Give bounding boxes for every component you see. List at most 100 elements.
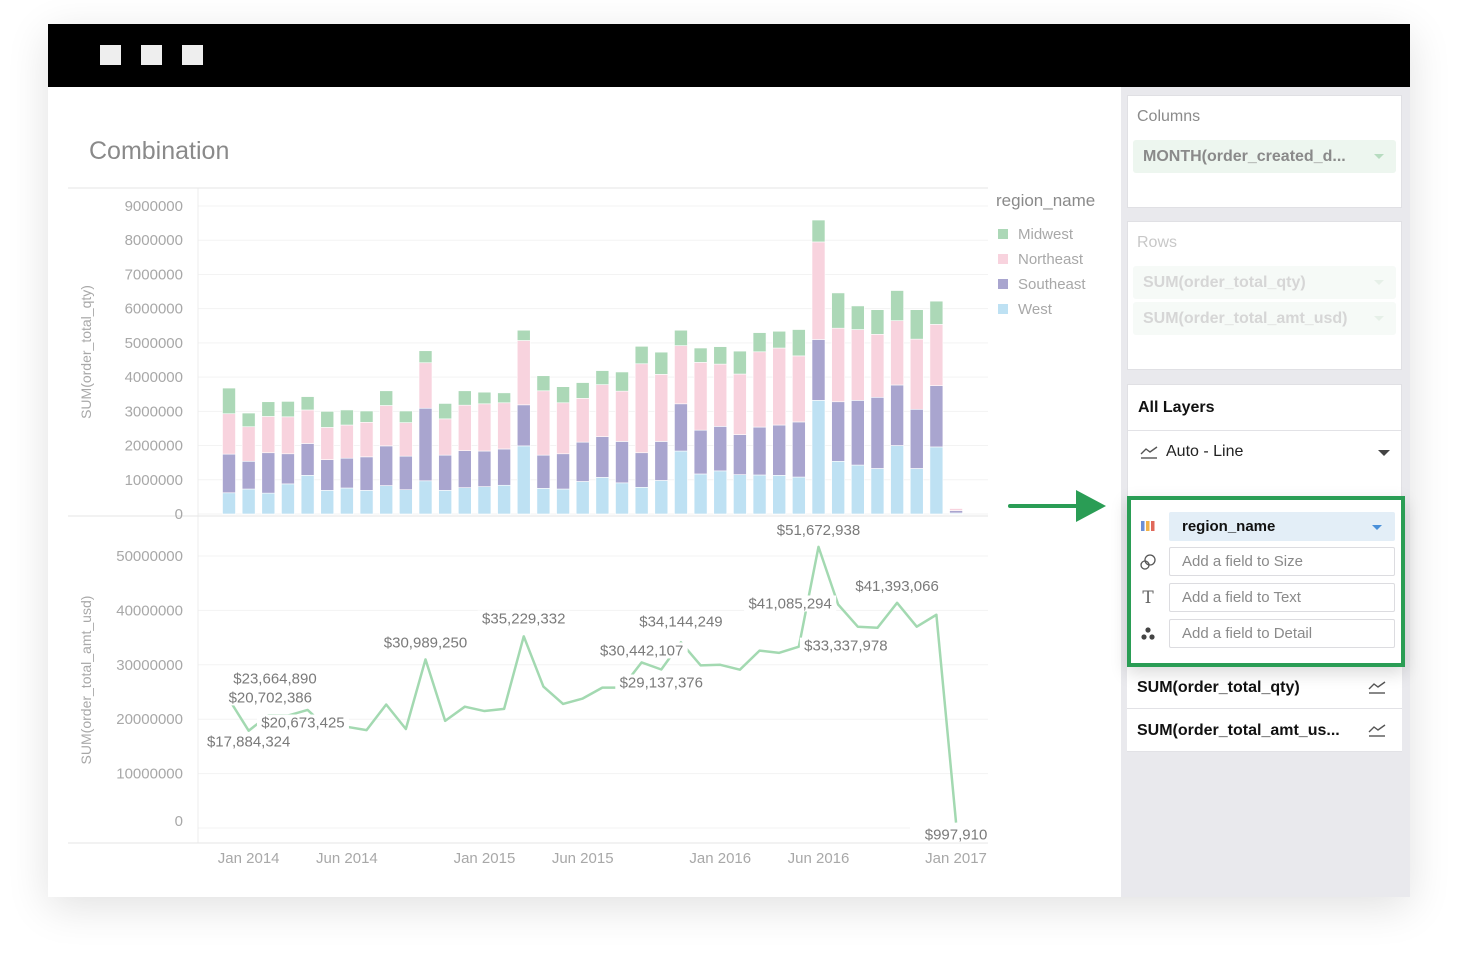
chevron-down-icon[interactable] <box>1372 525 1382 530</box>
bar-segment-west <box>772 475 787 515</box>
bar-segment-west <box>438 490 452 515</box>
window-control-icon[interactable] <box>182 45 203 65</box>
bar-segment-northeast <box>949 508 963 511</box>
bar-segment-west <box>752 474 767 515</box>
data-label-bg <box>379 634 472 651</box>
bar-segment-northeast <box>320 427 335 460</box>
bar-segment-northeast <box>556 402 570 455</box>
bar-segment-northeast <box>261 416 276 454</box>
bar-segment-midwest <box>733 350 747 375</box>
bar-segment-southeast <box>713 426 728 472</box>
bar-segment-northeast <box>674 345 688 405</box>
bar-segment-midwest <box>359 410 374 423</box>
size-icon <box>1140 554 1156 570</box>
encoding-highlight-box: region_name Add a field to Size T Add a … <box>1127 496 1405 667</box>
legend-entry: Northeast <box>1018 251 1084 268</box>
detail-field-input[interactable]: Add a field to Detail <box>1169 619 1395 648</box>
bar-segment-southeast <box>516 404 531 447</box>
bar-segment-midwest <box>477 391 492 405</box>
bar-segment-southeast <box>595 436 610 478</box>
bar-segment-southeast <box>634 452 649 488</box>
bar-segment-west <box>359 490 374 515</box>
chevron-down-icon[interactable] <box>1374 154 1384 159</box>
rows-field-pill[interactable]: SUM(order_total_amt_usd) <box>1133 302 1396 335</box>
layer-label: SUM(order_total_qty) <box>1137 679 1300 696</box>
bar-segment-southeast <box>929 385 944 448</box>
bar-segment-southeast <box>320 459 335 491</box>
color-field-label: region_name <box>1182 518 1276 535</box>
data-label-bg <box>224 689 317 706</box>
bar-segment-midwest <box>320 411 335 428</box>
data-label-bg <box>595 642 688 659</box>
bar-segment-northeast <box>850 329 865 401</box>
bar-segment-west <box>850 464 865 515</box>
chevron-down-icon[interactable] <box>1374 280 1384 285</box>
data-label: $41,085,294 <box>748 595 831 612</box>
bar-segment-southeast <box>772 424 787 476</box>
bar-segment-northeast <box>575 398 590 443</box>
bar-segment-southeast <box>281 453 295 485</box>
chevron-down-icon[interactable] <box>1378 450 1390 456</box>
data-label: $30,989,250 <box>384 634 467 651</box>
bar-segment-midwest <box>634 346 649 365</box>
bar-segment-midwest <box>792 329 806 357</box>
data-label: $20,673,425 <box>261 715 344 732</box>
bar-segment-west <box>909 468 924 515</box>
bar-segment-midwest <box>674 329 688 346</box>
bar-segment-northeast <box>477 403 492 452</box>
bar-segment-southeast <box>831 401 845 462</box>
chevron-down-icon[interactable] <box>1374 316 1384 321</box>
legend-swatch-southeast <box>998 279 1008 289</box>
bar-segment-southeast <box>399 455 413 491</box>
color-encoding-row: region_name <box>1131 511 1401 541</box>
bar-segment-midwest <box>222 387 236 415</box>
bar-segment-midwest <box>772 330 787 349</box>
bar-segment-midwest <box>281 401 295 418</box>
bar-segment-west <box>634 487 649 515</box>
bar-segment-midwest <box>379 390 394 406</box>
bar-segment-west <box>890 445 904 515</box>
legend-swatch-west <box>998 304 1008 314</box>
pointer-arrow-icon <box>1008 490 1106 522</box>
x-tick-label: Jan 2016 <box>689 850 751 867</box>
bar-segment-northeast <box>438 418 452 456</box>
data-label-bg <box>229 670 321 687</box>
layer-item[interactable]: SUM(order_total_amt_us... <box>1127 709 1402 752</box>
data-label-bg <box>910 826 1003 843</box>
size-field-input[interactable]: Add a field to Size <box>1169 547 1395 576</box>
legend-entry: West <box>1018 301 1053 318</box>
bar-segment-west <box>733 474 747 515</box>
bar-segment-northeast <box>595 384 610 437</box>
bar-segment-northeast <box>713 363 728 427</box>
bar-segment-west <box>222 492 236 515</box>
text-field-input[interactable]: Add a field to Text <box>1169 583 1395 612</box>
bar-segment-southeast <box>752 426 767 476</box>
legend-swatch-midwest <box>998 229 1008 239</box>
rows-field-pill[interactable]: SUM(order_total_qty) <box>1133 266 1396 299</box>
bar-segment-midwest <box>595 370 610 385</box>
window-control-icon[interactable] <box>100 45 121 65</box>
window-control-icon[interactable] <box>141 45 162 65</box>
line-chart-icon <box>1140 446 1158 459</box>
field-label: MONTH(order_created_d... <box>1143 148 1346 165</box>
layer-item[interactable]: SUM(order_total_qty) <box>1127 666 1402 709</box>
bar-segment-west <box>929 446 944 515</box>
columns-field-pill[interactable]: MONTH(order_created_d... <box>1133 140 1396 173</box>
bar-segment-southeast <box>850 400 865 466</box>
mark-type-select[interactable]: Auto - Line <box>1128 431 1401 473</box>
title-bar <box>48 24 1410 87</box>
bar-segment-west <box>831 460 845 515</box>
bar-segment-midwest <box>909 309 924 340</box>
color-field-select[interactable]: region_name <box>1169 512 1395 541</box>
bar-segment-midwest <box>261 401 276 417</box>
data-label: $23,664,890 <box>233 670 316 687</box>
bar-segment-northeast <box>831 327 845 403</box>
bar-segment-west <box>713 470 728 515</box>
data-label-bg <box>744 595 837 612</box>
bar-segment-west <box>536 488 551 515</box>
bar-segment-west <box>497 484 511 515</box>
data-label-bg <box>256 714 349 731</box>
bar-segment-midwest <box>693 347 708 363</box>
y-tick-label: 7000000 <box>125 266 183 283</box>
bar-segment-midwest <box>575 382 590 399</box>
